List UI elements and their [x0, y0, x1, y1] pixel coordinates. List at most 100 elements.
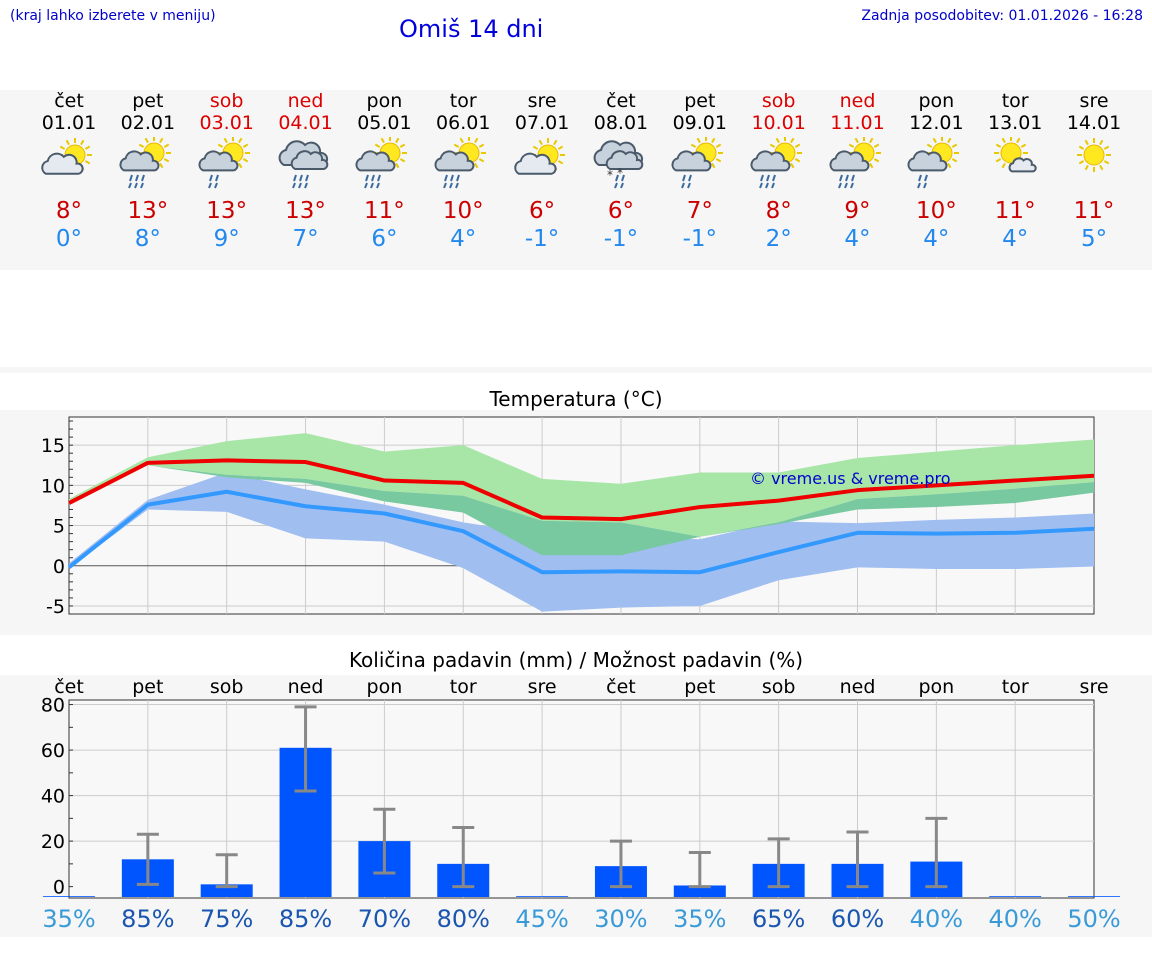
- x-category-label: sre: [1080, 676, 1109, 698]
- temperature-chart: -5 0 5 10 15 © vreme.us & vreme.pro: [41, 416, 1095, 618]
- x-category-label: sob: [762, 676, 796, 698]
- day-column: pet 02.01 13° 8°: [103, 90, 193, 260]
- cloud-rain-icon: [278, 140, 328, 189]
- x-category-label: čet: [606, 676, 636, 698]
- x-category-label: čet: [54, 676, 84, 698]
- min-temperature: -1°: [682, 226, 718, 252]
- day-name: pon: [918, 90, 955, 112]
- y-tick-label: 0: [53, 877, 65, 899]
- day-date: 06.01: [436, 112, 491, 134]
- x-category-label: sob: [210, 676, 244, 698]
- day-name: pon: [366, 90, 403, 112]
- max-range-band: [69, 433, 1095, 537]
- max-temperature: 8°: [55, 198, 83, 224]
- day-date: 08.01: [593, 112, 649, 134]
- day-date: 05.01: [357, 112, 412, 134]
- precipitation-bar: [43, 896, 95, 897]
- precipitation-probability: 45%: [515, 905, 568, 933]
- day-column: sob 10.01 8° 2°: [734, 90, 824, 260]
- day-column: ned 11.01 9° 4°: [813, 90, 903, 260]
- min-temperature: 4°: [844, 226, 871, 252]
- min-temperature: 4°: [1002, 226, 1029, 252]
- day-column: ned 04.01 13° 7°: [261, 90, 351, 260]
- max-temperature: 6°: [529, 198, 556, 224]
- precipitation-bar: [673, 885, 726, 897]
- y-tick-label: -5: [46, 596, 65, 618]
- day-date: 14.01: [1066, 112, 1122, 134]
- sun-cloud-rain-icon: [434, 137, 487, 189]
- precipitation-probability: 80%: [437, 905, 490, 933]
- day-column: pon 12.01 10° 4°: [891, 90, 981, 260]
- precipitation-probability: 70%: [358, 905, 411, 933]
- day-date: 09.01: [672, 112, 727, 134]
- sun-cloud-rain-icon: [829, 137, 881, 189]
- sun-cloud-light-rain-icon: [198, 137, 250, 189]
- y-tick-label: 20: [41, 831, 65, 853]
- x-category-label: sre: [528, 676, 557, 698]
- y-tick-label: 10: [41, 475, 65, 497]
- sun-cloud-light-rain-icon: [907, 137, 960, 189]
- precipitation-probability: 85%: [121, 905, 174, 933]
- min-temperature: 4°: [923, 226, 950, 252]
- page-title: Omiš 14 dni: [399, 15, 544, 43]
- max-temperature: 6°: [607, 198, 634, 224]
- max-temperature: 9°: [844, 198, 871, 224]
- day-column: čet 08.01 * * 6° -1°: [576, 90, 666, 260]
- day-name: sob: [209, 90, 244, 112]
- day-name: pet: [132, 90, 164, 112]
- precipitation-probability: 40%: [989, 905, 1042, 933]
- y-tick-label: 40: [41, 786, 65, 808]
- sun-cloud-light-rain-icon: [671, 137, 723, 189]
- precipitation-bar: [516, 896, 569, 897]
- day-date: 13.01: [987, 112, 1043, 134]
- day-column: pet 09.01 7° -1°: [655, 90, 745, 260]
- sun-cloud-rain-icon: [750, 137, 802, 189]
- max-temperature: 11°: [994, 198, 1036, 224]
- precipitation-probability: 35%: [673, 905, 726, 933]
- max-temperature: 10°: [915, 198, 957, 224]
- min-temperature: 2°: [765, 226, 792, 252]
- day-column: pon 05.01 11° 6°: [339, 90, 429, 260]
- cloud-snow-rain-icon: * *: [593, 140, 644, 189]
- precipitation-probability: 75%: [200, 905, 253, 933]
- day-name: tor: [449, 90, 477, 112]
- day-column: sre 14.01 11° 5°: [1049, 90, 1139, 260]
- precipitation-bar: [1068, 896, 1121, 897]
- max-temperature: 11°: [364, 198, 405, 224]
- svg-text:*: *: [617, 166, 623, 180]
- max-temperature: 11°: [1073, 198, 1115, 224]
- min-temperature: 0°: [55, 226, 83, 252]
- precipitation-probability: 40%: [910, 905, 963, 933]
- min-temperature: 9°: [213, 226, 240, 252]
- y-tick-label: 0: [53, 556, 65, 578]
- precipitation-probability: 60%: [831, 905, 884, 933]
- y-tick-label: 60: [41, 740, 65, 762]
- day-name: tor: [1001, 90, 1029, 112]
- x-category-label: pet: [684, 676, 715, 698]
- day-name: pet: [684, 90, 716, 112]
- day-date: 02.01: [120, 112, 176, 134]
- max-temperature: 8°: [765, 198, 792, 224]
- precipitation-probability: 35%: [42, 905, 95, 933]
- day-date: 12.01: [909, 112, 964, 134]
- max-temperature-line: [68, 458, 1095, 522]
- min-temperature: -1°: [603, 226, 639, 252]
- min-temperature: 6°: [371, 226, 398, 252]
- max-temperature: 10°: [442, 198, 484, 224]
- x-category-label: tor: [450, 676, 477, 698]
- min-temperature: 8°: [134, 226, 161, 252]
- day-column: tor 13.01 11° 4°: [970, 90, 1060, 260]
- sun-cloud-rain-icon: [119, 137, 171, 189]
- x-category-label: ned: [288, 676, 324, 698]
- x-category-label: tor: [1002, 676, 1029, 698]
- x-category-label: pon: [918, 676, 954, 698]
- x-category-label: ned: [840, 676, 876, 698]
- forecast-background: [0, 90, 1152, 270]
- temperature-chart-title: Temperatura (°C): [489, 387, 663, 411]
- watermark: © vreme.us & vreme.pro: [750, 469, 951, 488]
- day-date: 01.01: [41, 112, 97, 134]
- max-temperature: 13°: [285, 198, 326, 224]
- precipitation-probability: 65%: [752, 905, 805, 933]
- precipitation-probability: 30%: [594, 905, 647, 933]
- partly-cloudy-sun-icon: [514, 138, 566, 175]
